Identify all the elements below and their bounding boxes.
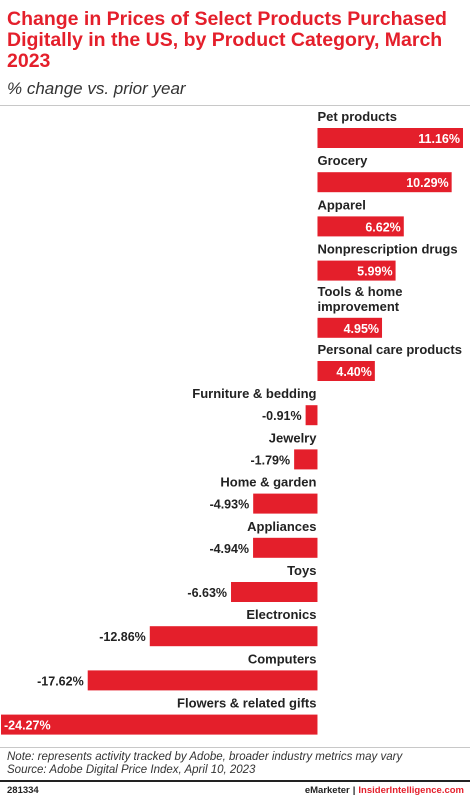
brand-credit: eMarketer | InsiderIntelligence.com <box>305 785 464 796</box>
value-label: -6.63% <box>187 586 227 600</box>
value-label: -1.79% <box>251 453 291 467</box>
brand-separator: | <box>352 785 356 796</box>
bar <box>253 493 318 514</box>
value-label: -0.91% <box>262 409 302 423</box>
category-label: Electronics <box>246 607 316 622</box>
category-label: Computers <box>248 651 317 666</box>
bar <box>149 626 318 647</box>
value-label: 4.40% <box>336 365 371 379</box>
bar <box>253 537 318 558</box>
bar <box>317 260 396 281</box>
brand-insider-intelligence: InsiderIntelligence.com <box>358 785 464 796</box>
header-divider <box>0 105 470 106</box>
bar <box>317 361 375 381</box>
category-label: Furniture & bedding <box>192 386 316 401</box>
value-label: 4.95% <box>344 322 379 336</box>
bar <box>87 670 318 691</box>
bar <box>231 582 318 602</box>
value-label: -24.27% <box>4 719 51 733</box>
category-label: Jewelry <box>269 430 317 445</box>
category-label: Flowers & related gifts <box>177 696 316 711</box>
chart-notes: Note: represents activity tracked by Ado… <box>7 751 402 777</box>
value-label: 5.99% <box>357 265 392 279</box>
category-label: Toys <box>287 563 316 578</box>
chart-id: 281334 <box>7 785 39 796</box>
category-label: Tools & home improvement <box>317 284 402 314</box>
footer-divider <box>0 747 470 748</box>
category-label: Apparel <box>317 197 365 212</box>
value-label: -17.62% <box>37 674 84 688</box>
value-label: -12.86% <box>99 630 146 644</box>
category-label: Personal care products <box>317 342 462 357</box>
value-label: -4.94% <box>209 542 249 556</box>
bar <box>294 449 318 470</box>
note-text: Note: represents activity tracked by Ado… <box>7 751 403 763</box>
footer-rule <box>0 780 470 782</box>
bar <box>317 172 452 193</box>
category-label: Nonprescription drugs <box>317 242 457 257</box>
brand-emarketer: eMarketer <box>304 785 350 796</box>
bar-chart: Pet products 11.16% Grocery 10.29% Apparel6.… <box>1 109 463 735</box>
value-label: 11.16% <box>418 132 460 146</box>
bar <box>305 405 318 426</box>
category-label: Appliances <box>247 519 316 534</box>
value-label: 10.29% <box>406 176 448 190</box>
chart-subtitle: % change vs. prior year <box>7 79 186 98</box>
value-label: -4.93% <box>210 498 250 512</box>
bar <box>317 317 383 338</box>
chart-title: Change in Prices of Select Products Purc… <box>7 8 447 72</box>
category-label: Grocery <box>317 153 368 168</box>
bar <box>317 216 404 237</box>
category-label: Pet products <box>317 109 396 124</box>
value-label: 6.62% <box>365 220 400 234</box>
source-text: Source: Adobe Digital Price Index, April… <box>7 764 256 776</box>
category-label: Home & garden <box>220 475 316 490</box>
bar <box>1 714 318 735</box>
bar <box>317 128 463 148</box>
